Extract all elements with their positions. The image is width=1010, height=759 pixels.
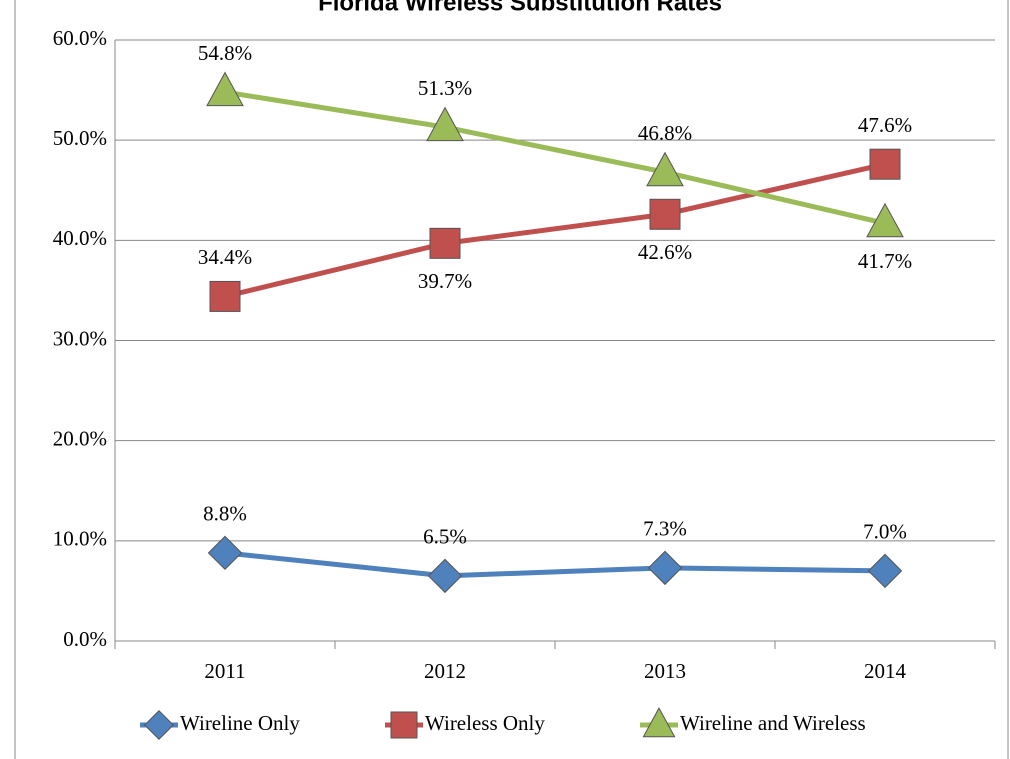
legend-marker [642,707,676,738]
data-point [429,227,461,259]
data-label: 7.3% [643,517,687,541]
data-label: 42.6% [638,240,692,264]
data-label: 47.6% [858,113,912,137]
x-tick-label: 2013 [644,659,686,683]
series-line [224,161,886,299]
chart-title: Florida Wireless Substitution Rates [318,0,722,16]
legend-marker [143,709,175,741]
series-line [224,89,886,226]
y-tick-label: 10.0% [53,527,107,551]
legend-label: Wireless Only [425,711,545,735]
x-tick-label: 2012 [424,659,466,683]
data-point [427,558,463,594]
x-tick-label: 2011 [204,659,245,683]
y-tick-label: 40.0% [53,226,107,250]
chart-frame [14,0,1009,759]
y-tick-label: 60.0% [53,26,107,50]
data-point [207,535,243,571]
data-point [649,198,681,230]
data-point [867,553,903,589]
y-tick-label: 0.0% [63,627,107,651]
data-label: 54.8% [198,41,252,65]
data-point [646,151,684,187]
legend-label: Wireline and Wireless [680,711,866,735]
data-point [206,71,244,107]
data-label: 46.8% [638,121,692,145]
series-line [224,550,886,579]
data-label: 39.7% [418,269,472,293]
data-point [869,148,901,180]
y-tick-label: 20.0% [53,426,107,450]
data-point [866,202,904,238]
x-tick-label: 2014 [864,659,907,683]
y-tick-label: 50.0% [53,126,107,150]
data-label: 41.7% [858,249,912,273]
data-label: 8.8% [203,502,247,526]
data-point [426,106,464,142]
data-label: 6.5% [423,525,467,549]
legend-marker [390,711,418,739]
y-tick-label: 30.0% [53,326,107,350]
data-point [209,280,241,312]
data-label: 51.3% [418,76,472,100]
data-label: 34.4% [198,245,252,269]
data-label: 7.0% [863,520,907,544]
data-point [647,550,683,586]
legend-label: Wireline Only [180,711,300,735]
